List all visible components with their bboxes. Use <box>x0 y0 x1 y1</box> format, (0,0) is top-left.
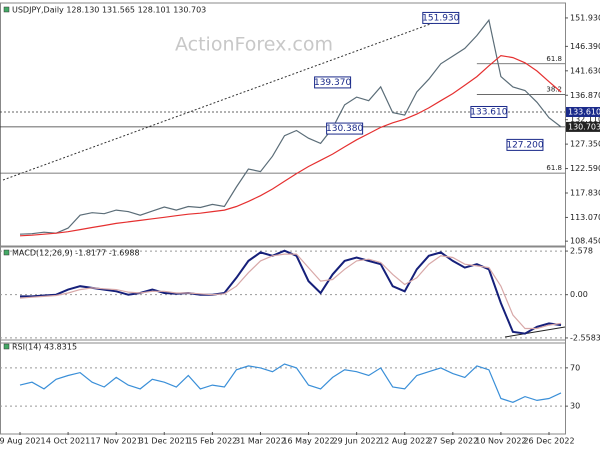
y-tick-label: 30 <box>570 402 580 411</box>
annotation-box <box>470 105 508 118</box>
annotation-label: 130.380 <box>326 124 363 134</box>
annotation-box <box>422 11 460 24</box>
series-line <box>19 363 562 403</box>
macd-support <box>504 326 566 338</box>
fib-label: 38.2 <box>546 86 562 94</box>
x-tick-label: 15 Feb 2022 <box>187 437 237 446</box>
panel-title: MACD(12,26,9) -1.8177 -1.6988 <box>12 249 140 258</box>
x-tick-label: 27 Sep 2022 <box>427 437 478 446</box>
title-icon <box>3 6 10 13</box>
level-tag <box>566 121 600 132</box>
x-tick-label: 26 Dec 2022 <box>523 437 574 446</box>
y-tick-label: -2.5583 <box>570 333 600 342</box>
annotation-box <box>314 76 352 89</box>
series-line <box>19 253 562 330</box>
panel-title: USDJPY,Daily 128.130 131.565 128.101 130… <box>12 6 206 15</box>
level-tag <box>566 106 600 117</box>
title-icon <box>3 249 10 256</box>
y-tick-label: 70 <box>570 363 580 372</box>
y-tick-label: 0.00 <box>570 290 588 299</box>
x-tick-label: 31 Dec 2021 <box>139 437 190 446</box>
y-tick-label: 151.930 <box>570 13 600 22</box>
trend-line <box>2 14 456 181</box>
series-line <box>19 18 562 235</box>
y-tick-label: 146.390 <box>570 42 600 51</box>
annotation-label: 139.370 <box>314 78 351 88</box>
series-line <box>19 54 562 237</box>
fib-label: 61.8 <box>546 55 562 63</box>
panel-title: RSI(14) 43.8315 <box>12 343 77 352</box>
y-tick-label: 136.870 <box>570 91 600 100</box>
y-tick-label: 127.350 <box>570 140 600 149</box>
x-tick-label: 10 Nov 2022 <box>475 437 526 446</box>
y-tick-label: 113.070 <box>570 213 600 222</box>
annotation-label: 127.200 <box>506 140 543 150</box>
x-tick-label: 19 Aug 2021 <box>0 437 46 446</box>
y-tick-label: 117.830 <box>570 188 600 197</box>
panel-frame <box>0 2 566 248</box>
annotation-box <box>506 138 544 151</box>
y-tick-label: 2.578 <box>570 247 593 256</box>
level-label: 133.610 <box>568 107 600 116</box>
y-tick-label: 122.590 <box>570 164 600 173</box>
y-tick-label: 141.630 <box>570 66 600 75</box>
x-tick-label: 29 Jun 2022 <box>333 437 381 446</box>
annotation-label: 133.610 <box>470 107 507 117</box>
level-label: 130.703 <box>568 122 600 131</box>
y-tick-label: 108.450 <box>570 237 600 246</box>
panel-frame <box>0 339 566 435</box>
watermark: ActionForex.com <box>175 34 333 56</box>
x-tick-label: 17 Nov 2021 <box>91 437 142 446</box>
title-icon <box>3 343 10 350</box>
series-line <box>20 249 562 335</box>
annotation-label: 151.930 <box>422 13 459 23</box>
x-tick-label: 4 Oct 2021 <box>46 437 90 446</box>
x-tick-label: 12 Aug 2022 <box>379 437 430 446</box>
x-tick-label: 31 Mar 2022 <box>235 437 286 446</box>
annotation-box <box>326 122 364 135</box>
y-tick-label: 132.110 <box>570 115 600 124</box>
x-tick-label: 16 May 2022 <box>282 437 334 446</box>
fib-label: 61.8 <box>546 164 562 172</box>
